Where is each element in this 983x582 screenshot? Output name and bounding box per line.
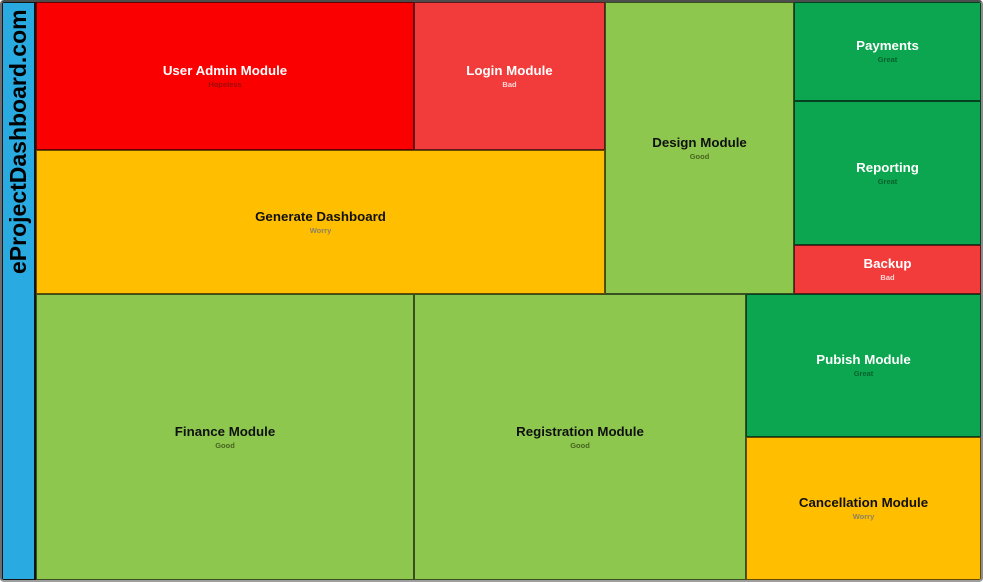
- tile-design-module[interactable]: Design Module Good: [605, 2, 794, 294]
- tile-status: Hopeless: [208, 79, 242, 89]
- tile-registration-module[interactable]: Registration Module Good: [414, 294, 746, 580]
- tile-title: Generate Dashboard: [255, 208, 386, 224]
- tile-status: Great: [853, 369, 874, 378]
- tile-title: Pubish Module: [816, 352, 911, 367]
- tile-title: Payments: [856, 38, 919, 53]
- treemap: User Admin Module Hopeless Login Module …: [36, 2, 981, 580]
- tile-status: Worry: [852, 512, 875, 521]
- tile-status: Good: [570, 440, 590, 450]
- tile-generate-dashboard[interactable]: Generate Dashboard Worry: [36, 150, 605, 294]
- tile-cancellation-module[interactable]: Cancellation Module Worry: [746, 437, 981, 580]
- tile-backup[interactable]: Backup Bad: [794, 245, 981, 294]
- tile-status: Bad: [502, 79, 517, 89]
- tile-title: Login Module: [466, 62, 553, 78]
- tile-reporting[interactable]: Reporting Great: [794, 101, 981, 245]
- tile-finance-module[interactable]: Finance Module Good: [36, 294, 414, 580]
- brand-sidebar: eProjectDashboard.com: [2, 2, 36, 580]
- tile-status: Worry: [309, 225, 332, 235]
- tile-title: Finance Module: [174, 423, 276, 439]
- brand-title: eProjectDashboard.com: [5, 9, 31, 274]
- tile-status: Great: [877, 55, 898, 64]
- tile-status: Great: [877, 176, 898, 186]
- tile-status: Good: [689, 151, 710, 161]
- tile-title: User Admin Module: [162, 62, 288, 78]
- tile-title: Cancellation Module: [798, 495, 929, 510]
- tile-payments[interactable]: Payments Great: [794, 2, 981, 101]
- tile-status: Good: [215, 440, 235, 450]
- tile-pubish-module[interactable]: Pubish Module Great: [746, 294, 981, 437]
- tile-user-admin-module[interactable]: User Admin Module Hopeless: [36, 2, 414, 150]
- tile-title: Registration Module: [516, 423, 644, 439]
- tile-login-module[interactable]: Login Module Bad: [414, 2, 605, 150]
- tile-title: Reporting: [856, 159, 919, 175]
- tile-title: Backup: [863, 256, 912, 271]
- tile-title: Design Module: [652, 134, 747, 150]
- tile-status: Bad: [880, 273, 895, 282]
